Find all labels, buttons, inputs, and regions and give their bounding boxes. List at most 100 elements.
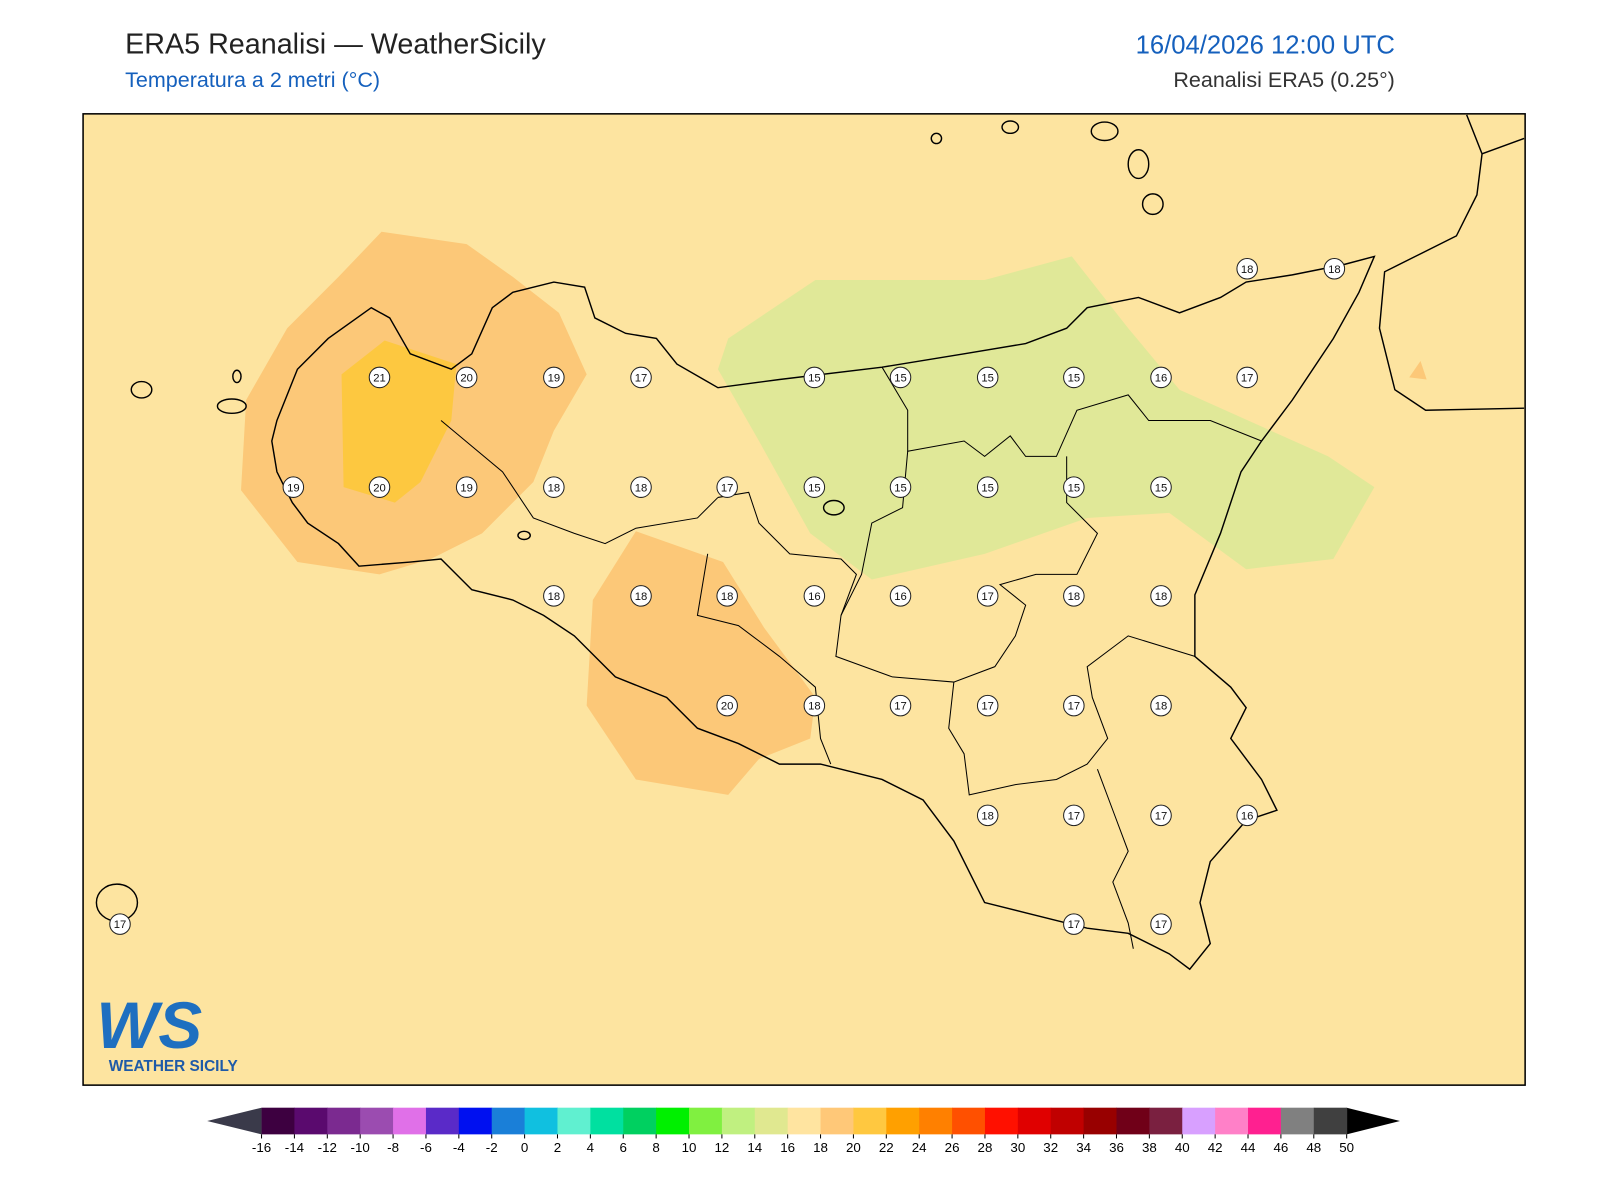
station-value: 15 bbox=[894, 373, 907, 385]
station-value: 15 bbox=[808, 373, 821, 385]
colorbar-segment bbox=[425, 1107, 460, 1135]
station-value: 15 bbox=[981, 482, 994, 494]
station-marker bbox=[1150, 913, 1172, 935]
station-value: 18 bbox=[635, 482, 648, 494]
province-borders bbox=[440, 366, 1262, 949]
colorbar-segment bbox=[1083, 1107, 1118, 1135]
station-value: 15 bbox=[981, 373, 994, 385]
colorbar-tick-label: 34 bbox=[1076, 1140, 1091, 1155]
station-value: 18 bbox=[1155, 701, 1168, 713]
station-value: 17 bbox=[1068, 810, 1081, 822]
colorbar-segment bbox=[1149, 1107, 1183, 1135]
station-value: 17 bbox=[1241, 373, 1254, 385]
colorbar-segment bbox=[689, 1107, 723, 1135]
station-value: 16 bbox=[808, 591, 821, 603]
station-marker bbox=[889, 694, 912, 717]
colorbar-tick-label: 42 bbox=[1208, 1140, 1223, 1155]
station-value: 17 bbox=[721, 482, 734, 494]
station-value: 17 bbox=[981, 701, 994, 713]
station-marker bbox=[716, 694, 738, 717]
colorbar-segment bbox=[557, 1107, 591, 1135]
station-value: 15 bbox=[1068, 373, 1081, 385]
colorbar-segment bbox=[393, 1107, 427, 1135]
colorbar-tick-label: 26 bbox=[945, 1140, 960, 1155]
colorbar-segment bbox=[590, 1107, 624, 1135]
station-marker bbox=[1323, 257, 1346, 280]
colorbar-segment bbox=[886, 1107, 920, 1135]
station-marker bbox=[630, 476, 652, 498]
colorbar-segment bbox=[458, 1107, 493, 1135]
colorbar-tick-label: 10 bbox=[682, 1140, 697, 1155]
colorbar-segment bbox=[524, 1107, 558, 1135]
colorbar-segment bbox=[919, 1107, 953, 1135]
colorbar-segment bbox=[1280, 1107, 1315, 1135]
colorbar-tick-label: 44 bbox=[1241, 1140, 1256, 1155]
colorbar-segment bbox=[294, 1107, 328, 1135]
colorbar-over bbox=[1346, 1107, 1400, 1135]
station-value: 17 bbox=[981, 591, 994, 603]
station-marker bbox=[630, 585, 652, 607]
station-marker bbox=[543, 476, 565, 498]
colorbar-tick-label: 0 bbox=[521, 1140, 528, 1155]
colorbar-segment bbox=[984, 1107, 1019, 1135]
warm-area bbox=[1409, 361, 1427, 380]
station-marker bbox=[368, 476, 391, 498]
station-marker bbox=[543, 585, 565, 607]
station-value: 18 bbox=[635, 591, 648, 603]
station-marker bbox=[368, 366, 391, 389]
station-marker bbox=[803, 585, 826, 607]
station-marker bbox=[1063, 476, 1085, 498]
map-frame bbox=[82, 113, 1526, 1086]
station-marker bbox=[889, 476, 912, 498]
station-value: 21 bbox=[373, 373, 386, 385]
colorbar-segment bbox=[1313, 1107, 1348, 1135]
colorbar-segment bbox=[820, 1107, 854, 1135]
colorbar-segment bbox=[1116, 1107, 1150, 1135]
logo-initials: WS bbox=[96, 989, 202, 1062]
colorbar-tick-label: 12 bbox=[714, 1140, 729, 1155]
station-value: 15 bbox=[1155, 482, 1168, 494]
station-marker bbox=[1150, 804, 1172, 827]
station-marker bbox=[1063, 366, 1085, 389]
logo: WS WEATHER SICILY bbox=[96, 989, 237, 1075]
colorbar-segment bbox=[1248, 1107, 1282, 1135]
colorbar-segment bbox=[1050, 1107, 1085, 1135]
station-value: 15 bbox=[894, 482, 907, 494]
colorbar-tick-label: -14 bbox=[285, 1140, 305, 1155]
map-field bbox=[83, 113, 1526, 1086]
colorbar-tick-label: 6 bbox=[620, 1140, 627, 1155]
station-marker bbox=[803, 694, 826, 717]
station-marker bbox=[1063, 585, 1085, 607]
station-value: 19 bbox=[287, 482, 300, 494]
station-value: 20 bbox=[460, 373, 473, 385]
station-marker bbox=[455, 476, 478, 498]
colorbar-tick-label: 38 bbox=[1142, 1140, 1157, 1155]
station-value: 17 bbox=[635, 373, 648, 385]
station-marker bbox=[1150, 476, 1172, 498]
station-marker bbox=[1063, 804, 1085, 827]
station-value: 18 bbox=[721, 591, 734, 603]
colorbar-segment bbox=[261, 1107, 295, 1135]
station-value: 20 bbox=[721, 701, 734, 713]
colorbar-segment bbox=[754, 1107, 789, 1135]
station-marker bbox=[976, 476, 999, 498]
colorbar-segment bbox=[787, 1107, 822, 1135]
colorbar-segment bbox=[1017, 1107, 1052, 1135]
colorbar-tick-label: 4 bbox=[587, 1140, 595, 1155]
station-marker bbox=[1063, 694, 1085, 717]
colorbar-tick-label: 2 bbox=[554, 1140, 561, 1155]
colorbar-under bbox=[207, 1107, 262, 1135]
station-value: 16 bbox=[894, 591, 907, 603]
colorbar-segment bbox=[491, 1107, 526, 1135]
station-value: 16 bbox=[1155, 373, 1168, 385]
station-value: 19 bbox=[460, 482, 473, 494]
station-value: 17 bbox=[1155, 919, 1168, 931]
station-value: 15 bbox=[808, 482, 821, 494]
colorbar-segment bbox=[360, 1107, 394, 1135]
cool-area bbox=[717, 256, 1375, 580]
station-marker bbox=[1236, 366, 1258, 389]
station-marker bbox=[1063, 913, 1085, 935]
station-value: 19 bbox=[548, 373, 561, 385]
colorbar-tick-label: 8 bbox=[652, 1140, 659, 1155]
